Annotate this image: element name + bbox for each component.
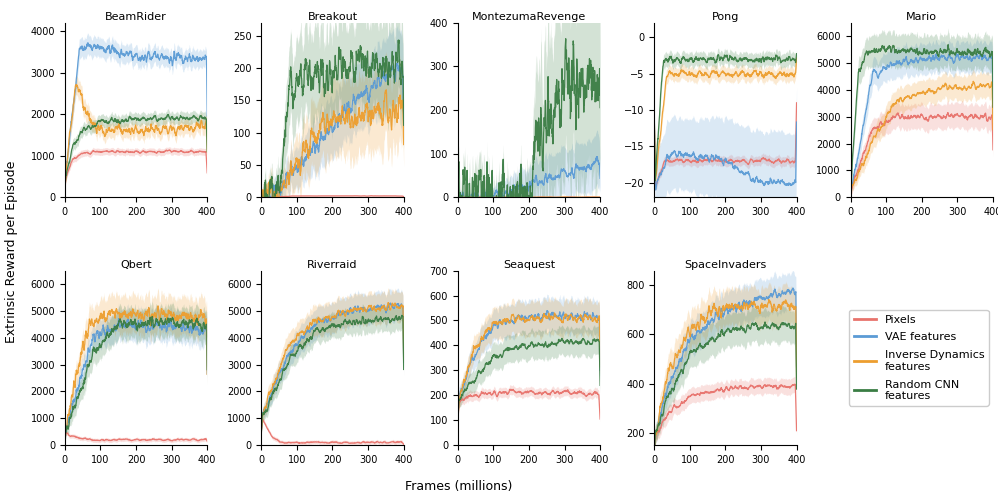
Title: Riverraid: Riverraid [307, 260, 357, 270]
Title: Mario: Mario [906, 12, 937, 22]
Title: MontezumaRevenge: MontezumaRevenge [472, 12, 586, 22]
Title: Qbert: Qbert [120, 260, 152, 270]
Title: SpaceInvaders: SpaceInvaders [685, 260, 766, 270]
Legend: Pixels, VAE features, Inverse Dynamics
features, Random CNN
features: Pixels, VAE features, Inverse Dynamics f… [849, 310, 989, 405]
Text: Extrinsic Reward per Episode: Extrinsic Reward per Episode [5, 160, 19, 343]
Text: Frames (millions): Frames (millions) [405, 480, 513, 493]
Title: Seaquest: Seaquest [503, 260, 555, 270]
Title: Breakout: Breakout [307, 12, 357, 22]
Title: BeamRider: BeamRider [105, 12, 167, 22]
Title: Pong: Pong [712, 12, 740, 22]
